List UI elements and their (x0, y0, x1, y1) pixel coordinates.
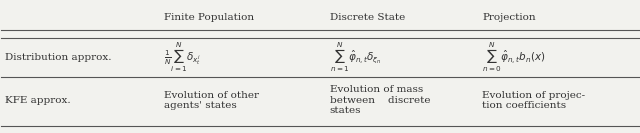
Text: Evolution of other
agents' states: Evolution of other agents' states (164, 91, 259, 110)
Text: Evolution of mass
between    discrete
states: Evolution of mass between discrete state… (330, 86, 430, 115)
Text: Evolution of projec-
tion coefficients: Evolution of projec- tion coefficients (483, 91, 586, 110)
Text: Projection: Projection (483, 13, 536, 22)
Text: KFE approx.: KFE approx. (4, 96, 70, 105)
Text: $\sum_{n=0}^{N}\hat{\varphi}_{n,t}b_{n}(x)$: $\sum_{n=0}^{N}\hat{\varphi}_{n,t}b_{n}(… (483, 41, 546, 74)
Text: $\sum_{n=1}^{N}\hat{\varphi}_{n,t}\delta_{\xi_{n}}$: $\sum_{n=1}^{N}\hat{\varphi}_{n,t}\delta… (330, 41, 381, 74)
Text: $\frac{1}{N}\sum_{i=1}^{N}\delta_{x^{i}_{t}}$: $\frac{1}{N}\sum_{i=1}^{N}\delta_{x^{i}_… (164, 41, 201, 74)
Text: Distribution approx.: Distribution approx. (4, 53, 111, 62)
Text: Finite Population: Finite Population (164, 13, 254, 22)
Text: Discrete State: Discrete State (330, 13, 405, 22)
